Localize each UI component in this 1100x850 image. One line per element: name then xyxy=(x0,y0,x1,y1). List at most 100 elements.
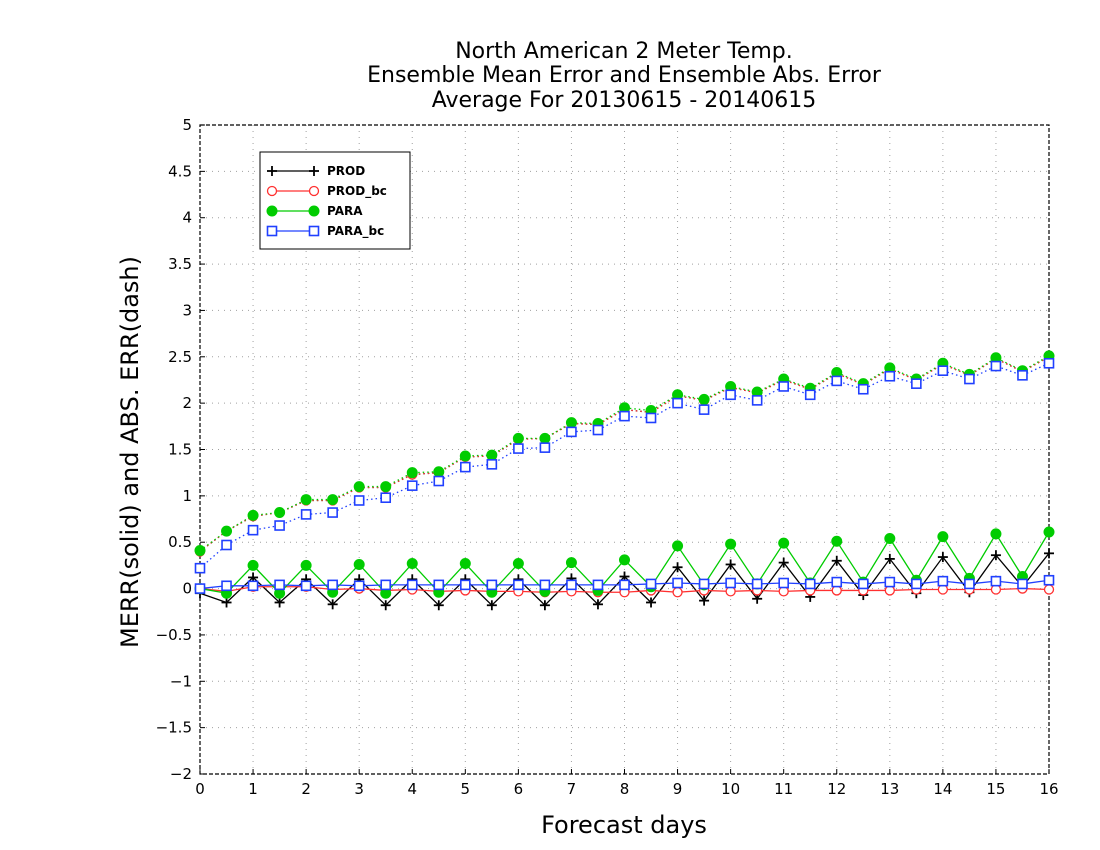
abs-err-point xyxy=(327,494,339,506)
abs-err-point xyxy=(433,466,445,478)
merr-point xyxy=(221,597,232,608)
x-tick-label: 3 xyxy=(354,780,364,798)
abs-err-point xyxy=(619,410,630,422)
abs-err-line xyxy=(199,356,1050,553)
merr-point xyxy=(512,558,524,570)
y-axis-label: MERR(solid) and ABS. ERR(dash) xyxy=(116,256,144,648)
abs-err-point xyxy=(486,449,498,461)
abs-err-point xyxy=(486,459,498,470)
abs-err-point xyxy=(751,395,763,406)
merr-point xyxy=(699,595,710,606)
abs-err-line xyxy=(199,356,1050,553)
legend-label: PROD xyxy=(327,164,365,178)
merr-point xyxy=(433,579,445,591)
merr-point xyxy=(725,577,736,589)
legend-marker xyxy=(309,166,319,176)
merr-point xyxy=(380,600,391,611)
y-tick-label: 3 xyxy=(182,301,192,319)
x-tick-label: 14 xyxy=(933,780,952,798)
merr-point xyxy=(194,583,206,594)
abs-err-point xyxy=(353,481,365,493)
merr-point xyxy=(964,578,975,590)
series-para-bc-abs-err xyxy=(194,357,1055,574)
legend-box xyxy=(259,151,411,250)
y-tick-label: 1 xyxy=(182,487,192,505)
legend-marker xyxy=(308,185,320,197)
x-tick-label: 7 xyxy=(567,780,577,798)
merr-point xyxy=(619,579,630,591)
merr-point xyxy=(274,597,285,608)
abs-err-point xyxy=(247,524,259,536)
abs-err-point xyxy=(592,424,604,436)
legend-entry-para-bc: PARA_bc xyxy=(266,224,384,239)
merr-point xyxy=(672,540,684,552)
abs-err-point xyxy=(964,373,975,385)
legend-marker xyxy=(266,225,278,237)
abs-err-point xyxy=(831,375,843,387)
merr-point xyxy=(751,578,763,590)
abs-err-point xyxy=(512,432,524,444)
legend-entry-prod-bc: PROD_bc xyxy=(266,184,387,199)
abs-err-point xyxy=(221,525,233,537)
merr-point xyxy=(406,579,418,591)
series-layer xyxy=(194,350,1055,611)
series-prod-abs-err xyxy=(195,351,1054,557)
legend: PROD PROD_bc PARA PARA_bc xyxy=(259,151,411,250)
chart-title: North American 2 Meter Temp. Ensemble Me… xyxy=(367,39,882,113)
abs-err-point xyxy=(857,383,869,395)
merr-point xyxy=(646,597,657,608)
x-tick-label: 2 xyxy=(301,780,311,798)
abs-err-point xyxy=(380,492,392,504)
abs-err-point xyxy=(300,509,312,520)
merr-point xyxy=(353,558,365,570)
y-tick-label: 0 xyxy=(182,580,192,598)
merr-point xyxy=(804,578,816,590)
abs-err-point xyxy=(327,507,338,518)
merr-point xyxy=(672,562,683,573)
merr-point xyxy=(300,580,312,592)
abs-err-point xyxy=(459,450,471,462)
merr-point xyxy=(247,580,259,592)
abs-err-point xyxy=(566,426,577,438)
merr-point xyxy=(937,552,948,563)
x-tick-label: 15 xyxy=(986,780,1005,798)
x-tick-label: 4 xyxy=(407,780,417,798)
merr-point xyxy=(619,554,630,566)
abs-err-point xyxy=(247,509,259,521)
merr-point xyxy=(274,579,285,591)
y-tick-label: −0.5 xyxy=(156,626,192,644)
abs-err-point xyxy=(433,475,445,487)
abs-err-point xyxy=(672,397,683,409)
merr-point xyxy=(645,578,657,590)
axis-ticks: 0 1 2 3 4 5 6 7 8 9 10 11 12 13 14 15 16−2−1.5−1−0.500.5… xyxy=(156,116,1059,798)
x-tick-label: 1 xyxy=(248,780,258,798)
abs-err-point xyxy=(911,378,922,389)
abs-err-point xyxy=(1043,357,1055,369)
abs-err-point xyxy=(565,417,577,429)
y-tick-label: 0.5 xyxy=(168,533,192,551)
y-tick-label: 4 xyxy=(182,209,192,227)
y-tick-label: −1 xyxy=(170,672,192,690)
abs-err-line xyxy=(199,362,1050,569)
merr-point xyxy=(327,579,338,591)
merr-point xyxy=(221,580,232,592)
merr-point xyxy=(1043,574,1055,586)
legend-marker xyxy=(267,166,277,176)
merr-point xyxy=(300,559,312,571)
merr-point xyxy=(539,579,551,591)
abs-err-point xyxy=(1017,370,1028,381)
abs-err-point xyxy=(778,381,789,392)
merr-point xyxy=(459,558,471,570)
merr-point xyxy=(486,600,497,611)
merr-point xyxy=(513,579,524,591)
x-tick-label: 11 xyxy=(774,780,793,798)
x-tick-label: 9 xyxy=(673,780,683,798)
merr-point xyxy=(937,531,949,543)
merr-point xyxy=(831,535,843,547)
merr-point xyxy=(1043,526,1055,538)
merr-point xyxy=(539,600,550,611)
merr-point xyxy=(592,599,603,610)
y-tick-label: 2 xyxy=(182,394,192,412)
merr-point xyxy=(778,557,789,568)
merr-point xyxy=(990,528,1002,540)
